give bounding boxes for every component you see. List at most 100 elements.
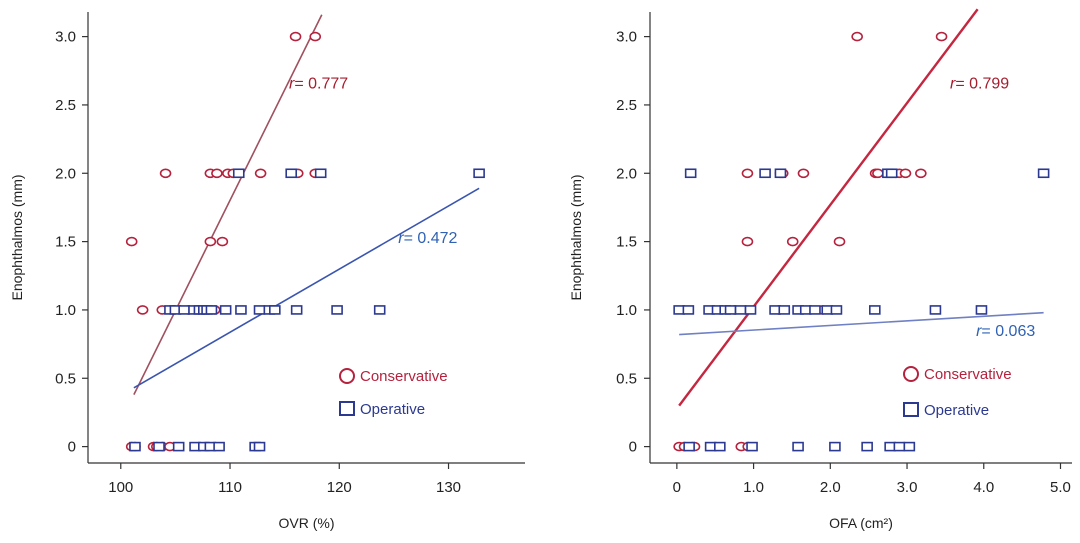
- operative-point: [885, 168, 898, 179]
- operative-point: [178, 305, 190, 315]
- x-tick-label: 5.0: [1050, 479, 1071, 496]
- x-tick-label: 120: [327, 479, 352, 496]
- r-value: = 0.777: [294, 76, 348, 93]
- operative-point: [373, 305, 386, 315]
- conservative-point: [204, 236, 217, 247]
- operative-point: [744, 305, 757, 315]
- y-axis-label: Enophthalmos (mm): [9, 174, 25, 300]
- operative-point: [684, 168, 697, 179]
- operative-point: [724, 305, 737, 315]
- operative-fit-line: [679, 311, 1044, 336]
- conservative-point: [309, 31, 322, 42]
- y-tick-label: 2.0: [616, 165, 637, 182]
- operative-point: [213, 441, 225, 452]
- operative-point: [172, 441, 185, 452]
- conservative-point: [741, 168, 754, 179]
- conservative-point: [211, 168, 223, 179]
- operative-point: [792, 441, 804, 452]
- conservative-point: [125, 236, 138, 247]
- y-tick-label: 3.0: [616, 29, 637, 46]
- y-tick-label: 0: [68, 439, 76, 456]
- x-tick-label: 1.0: [743, 479, 764, 496]
- operative-point: [809, 305, 821, 315]
- operative-fit-line: [133, 187, 480, 389]
- operative-point: [219, 305, 232, 315]
- legend: Conservative Operative: [903, 366, 1012, 419]
- y-tick-label: 3.0: [55, 29, 76, 46]
- operative-point: [893, 441, 906, 452]
- x-tick-label: 4.0: [973, 479, 994, 496]
- r-value: = 0.063: [981, 323, 1035, 340]
- y-tick-label: 2.5: [55, 97, 76, 114]
- legend-conservative-label: Conservative: [360, 368, 448, 385]
- y-tick-label: 2.0: [55, 165, 76, 182]
- legend-conservative-label: Conservative: [924, 366, 1012, 383]
- operative-point: [269, 305, 281, 315]
- y-tick-label: 1.0: [616, 302, 637, 319]
- operative-point: [829, 441, 841, 452]
- legend-operative-label: Operative: [924, 402, 989, 419]
- legend-operative-label: Operative: [360, 401, 425, 418]
- operative-point: [153, 441, 165, 452]
- r-symbol: r: [976, 323, 982, 340]
- operative-point: [290, 305, 303, 315]
- r-symbol: r: [398, 230, 404, 247]
- legend-square-marker: [339, 401, 355, 416]
- operative-point: [830, 305, 843, 315]
- x-tick-label: 100: [108, 479, 133, 496]
- operative-point: [205, 305, 218, 315]
- y-tick-label: 1.5: [616, 234, 637, 251]
- legend: Conservative Operative: [339, 368, 448, 418]
- operative-point: [232, 168, 245, 179]
- operative-point: [129, 441, 141, 452]
- y-tick-label: 1.0: [55, 302, 76, 319]
- panel-ofa: 0 0.5 1.0 1.5 2.0 2.5 3.0 0 1.0 2.0 3.0 4.0 5.0 Enoph…: [568, 8, 1072, 531]
- y-tick-label: 0: [629, 439, 637, 456]
- operative-point: [869, 305, 881, 315]
- operative-point: [235, 305, 247, 315]
- operative-point: [759, 168, 771, 179]
- conservative-point: [851, 31, 863, 42]
- panel-ovr: 0 0.5 1.0 1.5 2.0 2.5 3.0 100 110 120 130 Enophthal…: [9, 12, 525, 531]
- conservative-point: [136, 305, 149, 315]
- conservative-point: [159, 168, 172, 179]
- operative-point: [929, 305, 942, 315]
- y-axis-label: Enophthalmos (mm): [568, 174, 584, 300]
- operative-r-label: r= 0.063: [976, 323, 1035, 340]
- operative-point: [683, 441, 695, 452]
- conservative-point: [899, 168, 912, 179]
- conservative-point: [254, 168, 267, 179]
- operative-point: [1037, 168, 1050, 179]
- r-value: = 0.472: [404, 230, 458, 247]
- operative-point: [774, 168, 787, 179]
- conservative-point: [935, 31, 948, 42]
- conservative-fit-line: [678, 8, 979, 407]
- conservative-point: [915, 168, 927, 179]
- x-axis-label: OVR (%): [279, 515, 335, 531]
- legend-square-marker: [903, 402, 919, 417]
- conservative-point: [786, 236, 799, 247]
- r-symbol: r: [950, 76, 956, 93]
- legend-circle-marker: [339, 368, 355, 384]
- operative-point: [714, 441, 726, 452]
- conservative-r-label: r= 0.799: [950, 76, 1009, 93]
- x-tick-label: 130: [436, 479, 461, 496]
- conservative-point: [872, 168, 884, 179]
- conservative-fit-line: [133, 14, 323, 396]
- conservative-point: [741, 236, 754, 247]
- conservative-point: [797, 168, 810, 179]
- y-tick-label: 0.5: [616, 370, 637, 387]
- y-tick-label: 2.5: [616, 97, 637, 114]
- operative-point: [975, 305, 988, 315]
- r-symbol: r: [289, 76, 295, 93]
- operative-point: [682, 305, 695, 315]
- operative-point: [253, 305, 266, 315]
- x-tick-label: 3.0: [897, 479, 918, 496]
- operative-point: [314, 168, 327, 179]
- operative-point: [253, 441, 266, 452]
- operative-point: [903, 441, 916, 452]
- conservative-point: [289, 31, 302, 42]
- operative-r-label: r= 0.472: [398, 230, 457, 247]
- x-tick-label: 2.0: [820, 479, 841, 496]
